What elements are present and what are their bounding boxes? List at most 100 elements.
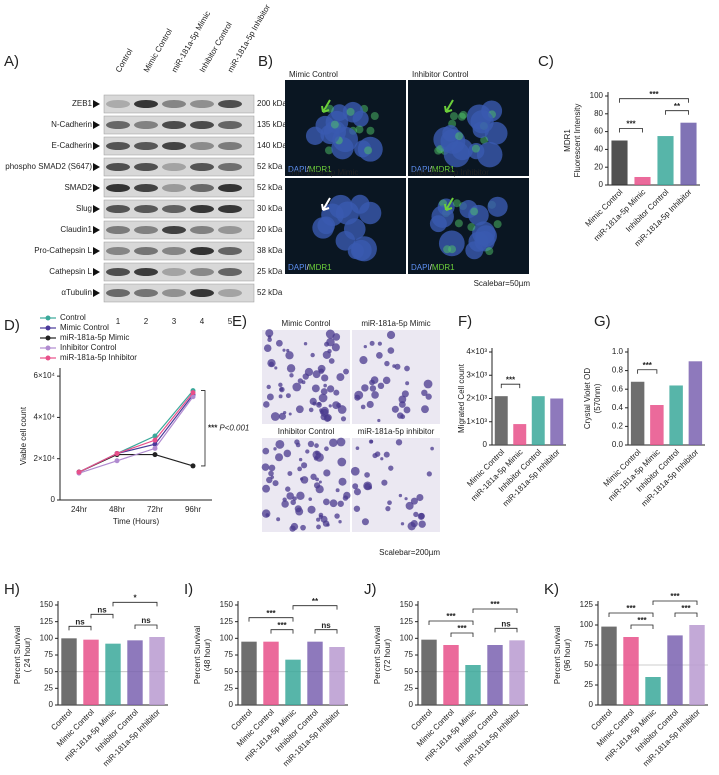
cell <box>316 401 322 408</box>
blot-band <box>218 247 242 255</box>
y-tick-label: 50 <box>584 660 593 669</box>
significance-label: *** P<0.001 <box>208 423 249 432</box>
protein-label: Slug <box>76 204 92 213</box>
lane-number: 1 <box>116 317 121 326</box>
bar <box>487 645 503 705</box>
cell <box>275 453 284 462</box>
mdr1-signal <box>470 207 479 216</box>
image-label: Inhibitor Control <box>278 427 335 436</box>
y-tick-label: 60 <box>594 127 603 136</box>
bar <box>241 641 257 705</box>
y-tick-label: 0 <box>599 180 604 189</box>
blot-band <box>190 100 214 108</box>
blot-band <box>218 205 242 213</box>
cell <box>324 341 330 347</box>
significance-bracket <box>494 627 518 633</box>
cell <box>315 485 324 494</box>
cell <box>265 329 274 338</box>
cell <box>369 385 377 392</box>
cell <box>274 366 278 370</box>
y-tick-label: 0.4 <box>612 403 624 412</box>
stain-mdr1: MDR1 <box>309 263 332 272</box>
arrow <box>444 99 454 113</box>
mdr1-signal <box>448 245 457 254</box>
cell <box>326 385 335 393</box>
cell <box>268 464 276 472</box>
legend-label: Mimic Control <box>60 323 109 332</box>
blot-band <box>106 247 130 255</box>
significance-label: ** <box>312 597 319 606</box>
mdr1-signal <box>455 132 464 141</box>
y-tick-label: 125 <box>400 617 414 626</box>
significance-label: *** <box>670 592 680 601</box>
cell <box>377 341 382 346</box>
stain-label: DAPI/MDR1 <box>411 263 455 272</box>
mdr1-signal <box>324 146 333 155</box>
significance-label: ns <box>97 605 107 614</box>
y-tick-label: 100 <box>40 633 54 642</box>
significance-bracket <box>201 390 206 467</box>
series-line <box>78 396 194 474</box>
cell <box>295 405 304 414</box>
blot-band <box>134 163 158 171</box>
size-label: 20 kDa <box>257 225 283 234</box>
cell <box>262 447 270 455</box>
y-tick-label: 0 <box>589 700 594 709</box>
blot-band <box>134 121 158 129</box>
image-label: Inhibitor Control <box>412 70 469 79</box>
significance-bracket <box>472 608 518 613</box>
bar <box>689 625 705 705</box>
panel-letter: I) <box>184 581 193 598</box>
cell <box>332 401 341 410</box>
cell <box>380 457 384 461</box>
cell <box>421 389 428 397</box>
cell <box>407 522 416 531</box>
point <box>152 437 158 443</box>
cell <box>385 506 391 512</box>
y-axis-label: Percent Survival <box>373 626 382 684</box>
legend-label: Inhibitor Control <box>60 343 117 352</box>
bar <box>509 640 525 705</box>
cell <box>297 466 303 472</box>
significance-label: *** <box>681 604 691 613</box>
cell <box>336 437 346 447</box>
cell <box>261 463 270 471</box>
cell <box>338 520 342 524</box>
blot-band <box>162 100 186 108</box>
blot-strip <box>103 262 255 282</box>
cell <box>361 518 369 526</box>
scalebar: Scalebar=200µm <box>379 548 440 557</box>
cell <box>308 407 314 413</box>
cell <box>290 499 296 506</box>
blot-band <box>106 205 130 213</box>
marker <box>93 142 100 150</box>
cell <box>286 492 294 500</box>
y-tick-label: 75 <box>404 650 413 659</box>
blot-band <box>106 268 130 276</box>
blot-band <box>218 100 242 108</box>
cell <box>268 470 274 477</box>
cell <box>418 520 426 528</box>
cell <box>312 401 317 406</box>
bar <box>623 637 639 705</box>
point <box>190 463 196 469</box>
marker <box>93 205 100 213</box>
blot-strip <box>103 157 255 177</box>
p-value: P<0.001 <box>219 423 249 432</box>
stain-dapi: DAPI <box>288 165 307 174</box>
cell <box>403 406 411 414</box>
cell <box>261 509 271 518</box>
marker <box>93 100 100 108</box>
y-tick-label: 1×10³ <box>466 417 487 426</box>
y-tick-label: 20 <box>594 162 603 171</box>
bar <box>680 122 697 185</box>
cell <box>394 363 401 370</box>
cell <box>275 339 283 347</box>
cell <box>343 491 351 500</box>
point <box>114 451 120 457</box>
cell <box>303 342 308 346</box>
cell <box>296 491 305 501</box>
image-label: Mimic Control <box>289 70 338 79</box>
stain-dapi: DAPI <box>288 263 307 272</box>
significance-bracket <box>619 98 689 103</box>
